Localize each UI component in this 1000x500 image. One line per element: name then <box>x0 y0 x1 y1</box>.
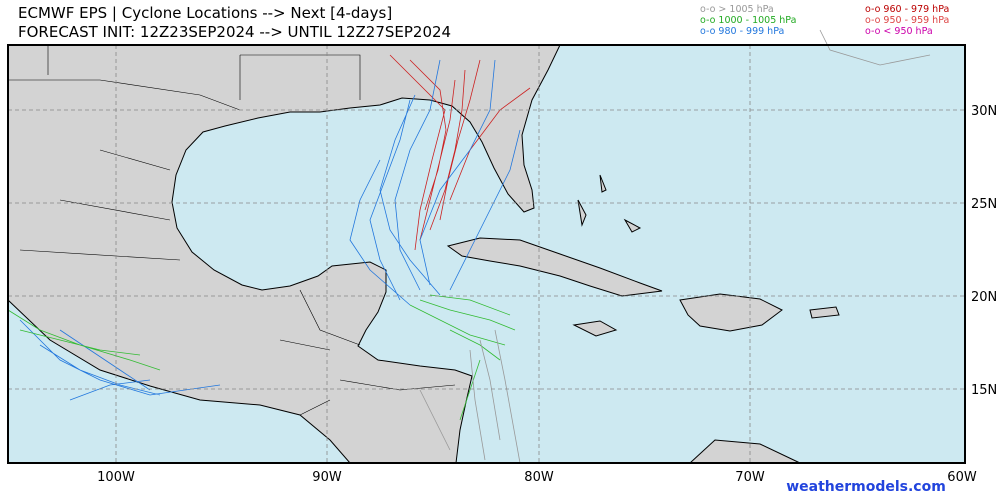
watermark: weathermodels.com <box>786 479 946 495</box>
lon-label: 100W <box>97 470 135 485</box>
title: ECMWF EPS | Cyclone Locations --> Next [… <box>18 4 392 22</box>
map-frame <box>7 44 966 464</box>
subtitle: FORECAST INIT: 12Z23SEP2024 --> UNTIL 12… <box>18 23 451 41</box>
graticule <box>8 45 965 463</box>
lon-label: 70W <box>735 470 765 485</box>
lon-label: 60W <box>947 470 977 485</box>
lat-label: 20N <box>971 290 997 305</box>
legend-entry: o-o 1000 - 1005 hPa <box>700 15 796 26</box>
map <box>7 29 966 464</box>
hispaniola <box>679 293 783 332</box>
puerto-rico <box>809 306 840 319</box>
legend-entry: o-o 980 - 999 hPa <box>700 26 784 37</box>
legend-entry: o-o 960 - 979 hPa <box>865 4 949 15</box>
legend-entry: o-o < 950 hPa <box>865 26 933 37</box>
lon-label: 80W <box>524 470 554 485</box>
jamaica <box>572 320 618 337</box>
axes: 100W 90W 80W 70W 60W 30N 25N 20N 15N <box>97 104 997 485</box>
bahamas <box>577 174 642 233</box>
lat-label: 15N <box>971 383 997 398</box>
forecast-tracks <box>7 29 931 464</box>
legend-entry: o-o > 1005 hPa <box>700 4 774 15</box>
lat-label: 30N <box>971 104 997 119</box>
lon-label: 90W <box>312 470 342 485</box>
borders <box>8 45 456 416</box>
lat-label: 25N <box>971 197 997 212</box>
legend-entry: o-o 950 - 959 hPa <box>865 15 949 26</box>
cuba <box>446 237 663 297</box>
